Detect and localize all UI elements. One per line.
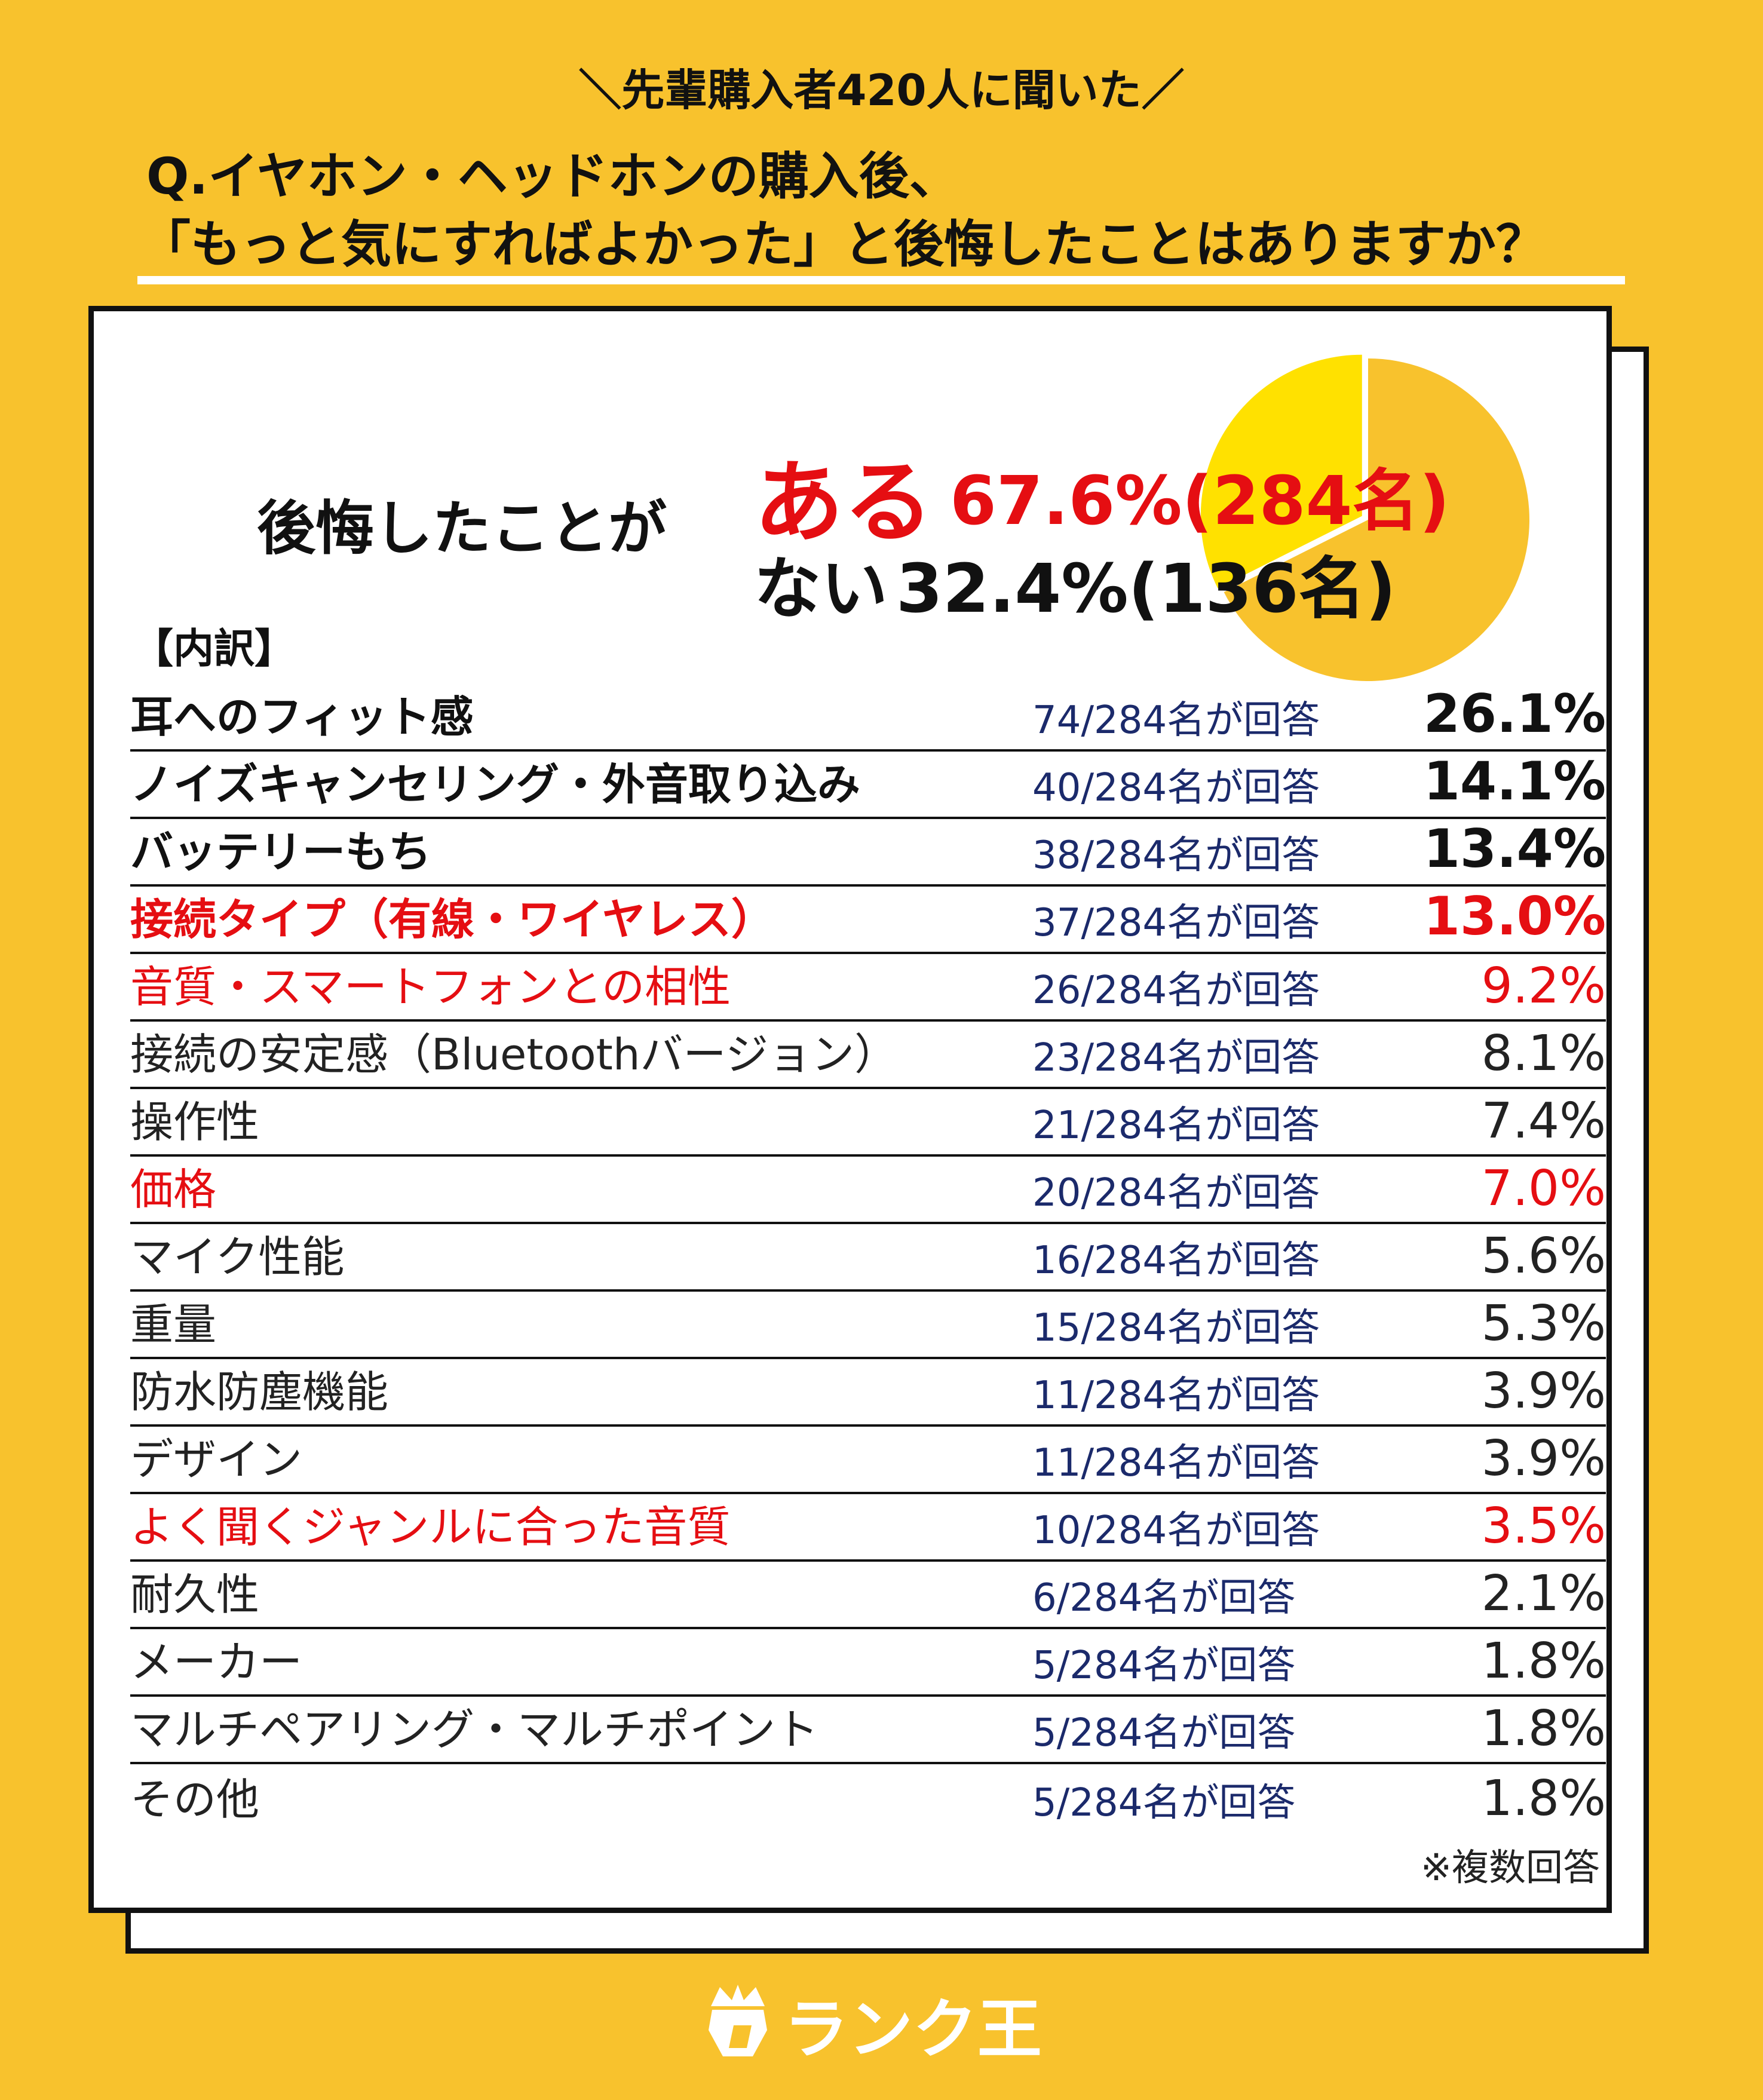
row-label: デザイン xyxy=(130,1434,303,1485)
summary-no-word: ない xyxy=(754,550,888,628)
row-count: 11/284名が回答 xyxy=(1032,1374,1320,1418)
table-row: 接続の安定感（Bluetoothバージョン） 23/284名が回答 8.1% xyxy=(130,1022,1606,1089)
row-label: 耐久性 xyxy=(130,1569,260,1620)
title-underline xyxy=(137,276,1625,284)
multiple-answer-note: ※複数回答 xyxy=(1421,1845,1600,1889)
row-percent: 26.1% xyxy=(1423,683,1606,744)
row-count: 15/284名が回答 xyxy=(1032,1306,1320,1350)
pie-slice-yes xyxy=(1224,358,1529,681)
table-row: 操作性 21/284名が回答 7.4% xyxy=(130,1089,1606,1157)
lion-crown-icon xyxy=(709,1985,767,2056)
row-label: マルチペアリング・マルチポイント xyxy=(130,1704,819,1755)
row-count: 6/284名が回答 xyxy=(1032,1576,1296,1620)
row-count: 10/284名が回答 xyxy=(1032,1509,1320,1553)
table-row: 重量 15/284名が回答 5.3% xyxy=(130,1292,1606,1359)
row-label: 接続タイプ（有線・ワイヤレス） xyxy=(130,894,774,945)
row-count: 5/284名が回答 xyxy=(1032,1644,1296,1688)
row-label: 操作性 xyxy=(130,1097,260,1147)
row-count: 5/284名が回答 xyxy=(1032,1711,1296,1755)
row-percent: 1.8% xyxy=(1481,1770,1606,1827)
row-percent: 14.1% xyxy=(1423,750,1606,812)
brand-logo-text: ランク王 xyxy=(784,1992,1043,2067)
table-row: マルチペアリング・マルチポイント 5/284名が回答 1.8% xyxy=(130,1697,1606,1764)
table-row: 耳へのフィット感 74/284名が回答 26.1% xyxy=(130,683,1606,752)
table-row: 耐久性 6/284名が回答 2.1% xyxy=(130,1562,1606,1629)
row-count: 37/284名が回答 xyxy=(1032,901,1320,945)
summary-no-value: 32.4%(136名) xyxy=(896,550,1396,628)
row-label: 価格 xyxy=(130,1164,217,1215)
table-row: ノイズキャンセリング・外音取り込み 40/284名が回答 14.1% xyxy=(130,750,1606,819)
brand-logo: ランク王 xyxy=(705,1978,1063,2067)
row-percent: 2.1% xyxy=(1481,1565,1606,1622)
summary-yes-word: ある xyxy=(754,451,934,555)
row-percent: 5.6% xyxy=(1481,1228,1606,1284)
row-percent: 3.9% xyxy=(1481,1430,1606,1487)
table-row: メーカー 5/284名が回答 1.8% xyxy=(130,1629,1606,1697)
table-row: その他 5/284名が回答 1.8% xyxy=(130,1764,1606,1832)
row-count: 26/284名が回答 xyxy=(1032,968,1320,1013)
row-count: 5/284名が回答 xyxy=(1032,1781,1296,1825)
row-label: 耳へのフィット感 xyxy=(130,692,474,742)
table-row: よく聞くジャンルに合った音質 10/284名が回答 3.5% xyxy=(130,1494,1606,1562)
row-label: メーカー xyxy=(130,1637,303,1687)
row-label: ノイズキャンセリング・外音取り込み xyxy=(130,759,860,810)
row-count: 40/284名が回答 xyxy=(1032,766,1320,810)
row-percent: 1.8% xyxy=(1481,1633,1606,1690)
row-label: バッテリーもち xyxy=(130,827,432,877)
row-count: 23/284名が回答 xyxy=(1032,1036,1320,1080)
table-row: バッテリーもち 38/284名が回答 13.4% xyxy=(130,818,1606,887)
table-row: 価格 20/284名が回答 7.0% xyxy=(130,1157,1606,1224)
row-percent: 5.3% xyxy=(1481,1295,1606,1352)
row-label: 重量 xyxy=(130,1299,217,1350)
row-percent: 7.0% xyxy=(1481,1160,1606,1217)
question-line-2: 「もっと気にすればよかった」と後悔したことはありますか？ xyxy=(140,215,1546,274)
row-label: 音質・スマートフォンとの相性 xyxy=(130,962,731,1012)
row-percent: 3.9% xyxy=(1481,1363,1606,1420)
summary-lead: 後悔したことが xyxy=(257,495,667,563)
table-row: マイク性能 16/284名が回答 5.6% xyxy=(130,1224,1606,1292)
survey-subtitle: ＼先輩購入者420人に聞いた／ xyxy=(578,65,1185,115)
row-percent: 9.2% xyxy=(1481,958,1606,1014)
question-line-1: Q.イヤホン・ヘッドホンの購入後、 xyxy=(146,147,959,206)
row-count: 11/284名が回答 xyxy=(1032,1441,1320,1485)
table-row: デザイン 11/284名が回答 3.9% xyxy=(130,1427,1606,1494)
row-percent: 7.4% xyxy=(1481,1093,1606,1149)
summary-yes-value: 67.6%(284名) xyxy=(950,462,1450,540)
row-label: よく聞くジャンルに合った音質 xyxy=(130,1502,731,1552)
row-count: 20/284名が回答 xyxy=(1032,1171,1320,1215)
table-row: 音質・スマートフォンとの相性 26/284名が回答 9.2% xyxy=(130,954,1606,1022)
table-row: 防水防塵機能 11/284名が回答 3.9% xyxy=(130,1359,1606,1427)
row-count: 38/284名が回答 xyxy=(1032,833,1320,878)
row-label: 接続の安定感（Bluetoothバージョン） xyxy=(130,1029,898,1080)
row-label: マイク性能 xyxy=(130,1232,345,1282)
breakdown-table: 耳へのフィット感 74/284名が回答 26.1% ノイズキャンセリング・外音取り込み… xyxy=(130,683,1606,1832)
pie-slice-no xyxy=(1201,354,1362,588)
row-percent: 1.8% xyxy=(1481,1700,1606,1757)
breakdown-heading: 【内訳】 xyxy=(133,626,296,673)
row-percent: 3.5% xyxy=(1481,1498,1606,1555)
row-percent: 13.0% xyxy=(1423,885,1606,947)
row-count: 74/284名が回答 xyxy=(1032,698,1320,743)
row-count: 16/284名が回答 xyxy=(1032,1238,1320,1283)
row-count: 21/284名が回答 xyxy=(1032,1103,1320,1148)
regret-pie-chart xyxy=(1201,354,1529,681)
table-row: 接続タイプ（有線・ワイヤレス） 37/284名が回答 13.0% xyxy=(130,885,1606,954)
row-label: 防水防塵機能 xyxy=(130,1367,389,1417)
row-label: その他 xyxy=(130,1774,260,1825)
row-percent: 13.4% xyxy=(1423,818,1606,879)
row-percent: 8.1% xyxy=(1481,1025,1606,1082)
